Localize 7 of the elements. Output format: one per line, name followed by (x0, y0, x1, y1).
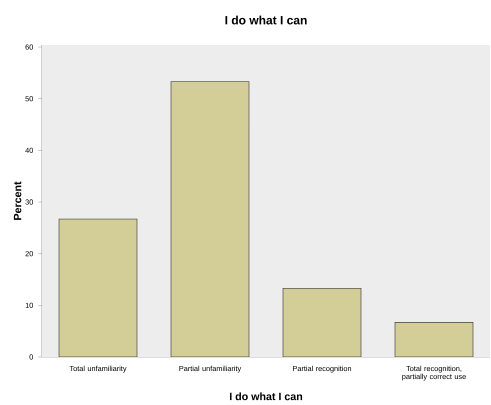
y-axis-title: Percent (14, 182, 22, 220)
bar (282, 288, 362, 358)
bar (170, 82, 250, 358)
bar (394, 322, 474, 358)
x-axis-title: I do what I can (230, 392, 302, 400)
bar (58, 218, 138, 358)
chart-title: I do what I can (225, 16, 307, 25)
